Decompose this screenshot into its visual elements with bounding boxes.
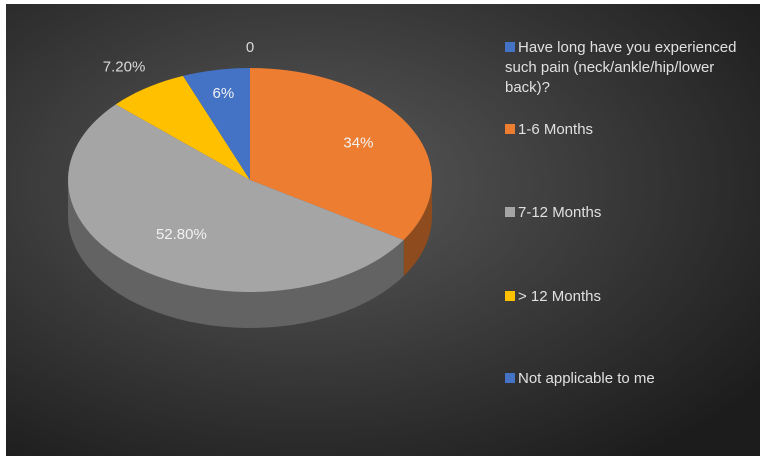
legend-swatch xyxy=(505,207,515,217)
slice-side xyxy=(68,180,404,328)
legend-swatch xyxy=(505,291,515,301)
legend-item: 1-6 Months xyxy=(505,120,755,140)
legend-label: > 12 Months xyxy=(518,288,601,305)
data-label: 52.80% xyxy=(156,226,207,243)
legend-label: 7-12 Months xyxy=(518,204,602,221)
data-label: 0 xyxy=(246,39,254,56)
legend-item: Have long have you experienced such pain… xyxy=(505,38,755,98)
legend-item: 7-12 Months xyxy=(505,203,755,223)
legend-swatch xyxy=(505,42,515,52)
legend-swatch xyxy=(505,373,515,383)
slice xyxy=(115,75,250,180)
legend-item: > 12 Months xyxy=(505,287,755,307)
legend-item: Not applicable to me xyxy=(505,369,755,389)
data-label: 6% xyxy=(213,85,235,102)
data-label: 7.20% xyxy=(103,58,146,75)
slice xyxy=(250,68,432,241)
legend-label: Have long have you experienced such pain… xyxy=(505,39,737,96)
legend-swatch xyxy=(505,124,515,134)
legend-label: Not applicable to me xyxy=(518,370,655,387)
legend-label: 1-6 Months xyxy=(518,121,594,138)
data-label: 34% xyxy=(343,134,373,151)
slice xyxy=(183,68,250,180)
slice xyxy=(68,104,404,292)
slice-side xyxy=(403,180,432,277)
